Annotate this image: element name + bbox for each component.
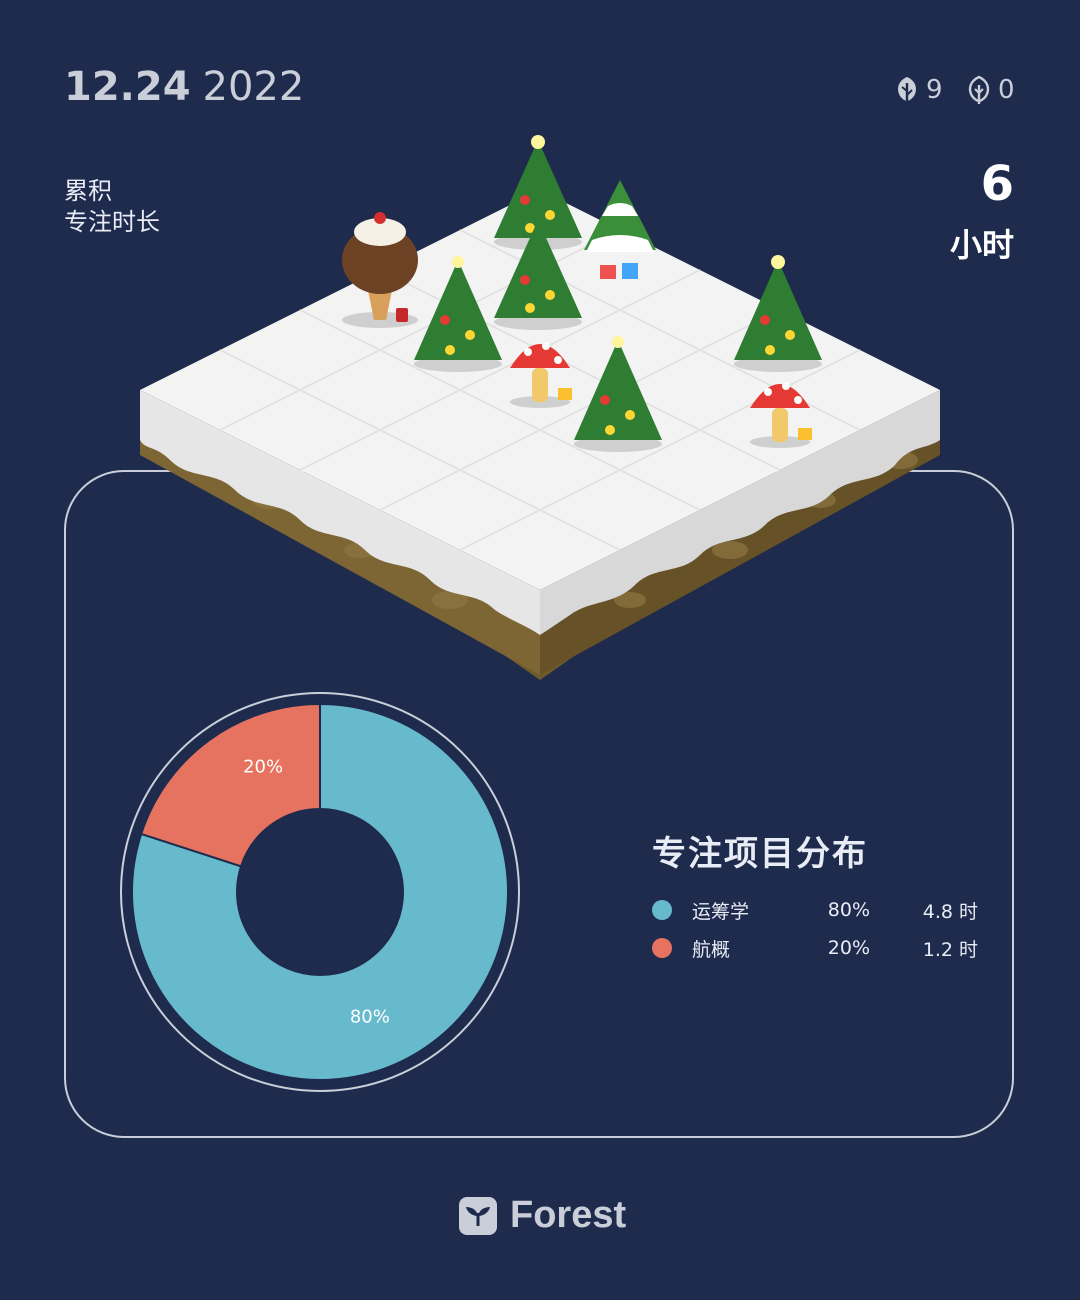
brand-name: Forest xyxy=(510,1194,627,1236)
date-day: 12.24 xyxy=(64,64,191,110)
snowy-pine-tree-icon xyxy=(584,180,656,279)
forest-brand: Forest xyxy=(458,1194,626,1237)
healthy-tree-count: 9 xyxy=(926,75,943,105)
legend-color-dot xyxy=(652,938,672,958)
christmas-tree-icon xyxy=(494,220,582,330)
legend-percent: 80% xyxy=(827,899,870,921)
ice-cream-tree-icon xyxy=(342,212,418,328)
christmas-tree-icon xyxy=(494,135,582,250)
chart-slice-1 xyxy=(131,702,509,1081)
date-year: 2022 xyxy=(202,64,305,110)
legend-color-dot xyxy=(652,900,672,920)
total-hours-unit: 小时 xyxy=(949,226,1014,264)
cumulative-label-line1: 累积 xyxy=(64,177,112,205)
dead-tree-icon xyxy=(968,75,990,104)
legend-percent: 20% xyxy=(827,937,870,959)
chart-slice-label: 80% xyxy=(350,1006,390,1027)
cumulative-label-line2: 专注时长 xyxy=(64,208,160,236)
legend-hours: 1.2 时 xyxy=(922,938,978,961)
mushroom-icon xyxy=(510,342,572,408)
tree-icon xyxy=(898,77,916,104)
healthy-tree-counter: 9 xyxy=(894,72,943,108)
dead-tree-count: 0 xyxy=(998,75,1015,105)
chart-slice-2 xyxy=(139,702,321,868)
focus-distribution-chart: 80% 20% xyxy=(120,692,520,1092)
dead-tree-counter: 0 xyxy=(966,72,1015,108)
legend-row: 运筹学 80% 4.8 时 xyxy=(652,895,978,925)
christmas-tree-icon xyxy=(574,336,662,452)
forest-logo-icon xyxy=(459,1196,497,1235)
legend-project-name: 运筹学 xyxy=(692,900,750,923)
cumulative-focus-label: 累积 专注时长 xyxy=(64,176,160,238)
christmas-tree-icon xyxy=(734,255,822,372)
mushroom-icon xyxy=(750,382,812,448)
date-display: 12.24 2022 xyxy=(64,64,304,110)
distribution-title: 专注项目分布 xyxy=(652,834,868,874)
legend-hours: 4.8 时 xyxy=(922,900,978,923)
legend-row: 航概 20% 1.2 时 xyxy=(652,933,978,963)
chart-slice-label: 20% xyxy=(243,756,283,777)
christmas-tree-icon xyxy=(414,256,502,372)
total-hours-value: 6 xyxy=(980,156,1014,212)
forest-island-illustration xyxy=(140,135,940,680)
chart-outer-ring xyxy=(120,692,520,1092)
legend-project-name: 航概 xyxy=(692,938,731,961)
